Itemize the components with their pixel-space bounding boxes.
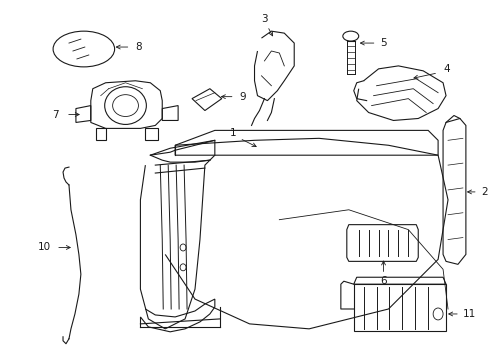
Ellipse shape (180, 244, 185, 251)
Ellipse shape (53, 31, 114, 67)
Text: 6: 6 (380, 276, 386, 286)
Text: 10: 10 (38, 243, 51, 252)
Text: 1: 1 (229, 129, 236, 138)
Text: 7: 7 (52, 109, 59, 120)
Text: 11: 11 (462, 309, 475, 319)
Ellipse shape (180, 264, 185, 271)
Text: 9: 9 (239, 92, 246, 102)
Text: 4: 4 (442, 64, 449, 74)
Text: 5: 5 (380, 38, 386, 48)
Text: 8: 8 (135, 42, 142, 52)
Text: 3: 3 (261, 14, 267, 24)
Text: 2: 2 (480, 187, 487, 197)
